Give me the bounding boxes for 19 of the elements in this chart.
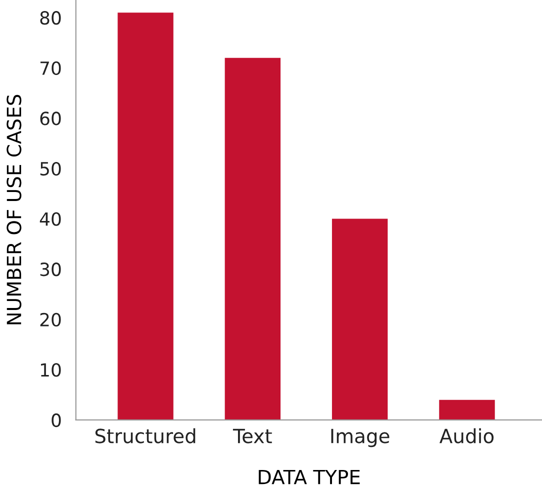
- y-tick-label: 70: [40, 61, 61, 76]
- x-tick-label: Text: [232, 428, 272, 444]
- y-tick-label: 10: [41, 363, 61, 377]
- y-tick-label: 40: [40, 212, 61, 226]
- y-axis-title: NUMBER OF USE CASES: [6, 94, 22, 324]
- y-tick-label: 60: [40, 112, 61, 126]
- x-tick-label: Audio: [440, 428, 494, 444]
- y-tick-label: 50: [40, 162, 61, 176]
- x-axis-title: DATA TYPE: [258, 470, 360, 484]
- x-tick-label: Image: [331, 428, 390, 448]
- x-tick-label: Structured: [95, 428, 196, 444]
- bar: [118, 12, 174, 420]
- y-tick-label: 80: [40, 11, 61, 25]
- y-tick-label: 20: [40, 312, 61, 326]
- bar: [224, 58, 281, 420]
- y-tick-label: 30: [40, 262, 61, 276]
- y-tick-label: 0: [52, 413, 61, 428]
- bar: [332, 218, 388, 420]
- bar: [439, 400, 495, 420]
